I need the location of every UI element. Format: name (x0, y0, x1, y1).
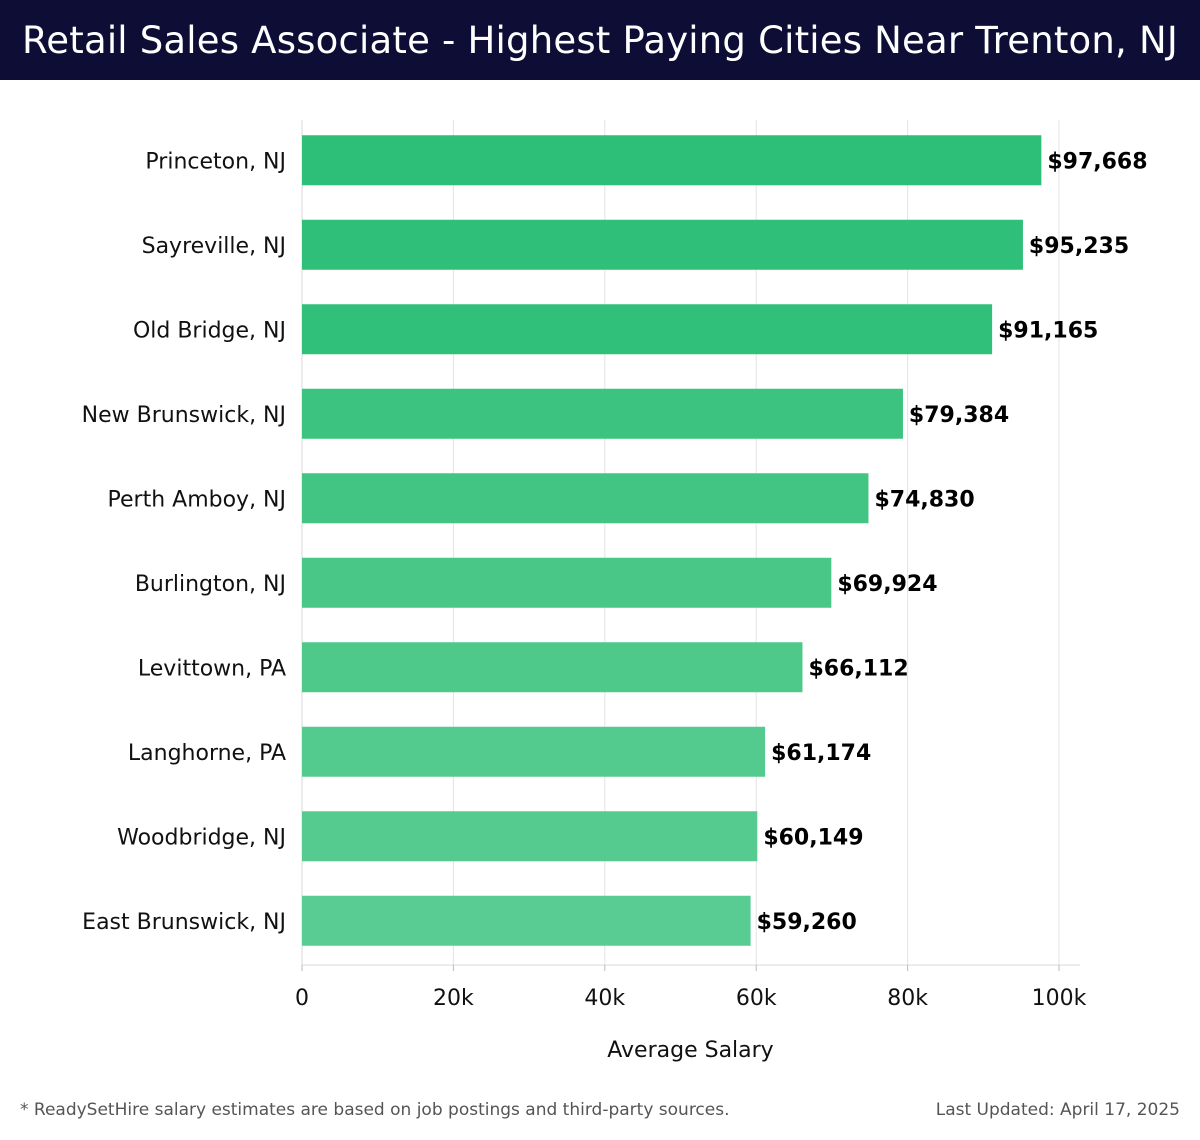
x-tick-label: 60k (736, 986, 777, 1011)
x-tick-label: 80k (887, 986, 928, 1011)
category-label: Woodbridge, NJ (117, 825, 286, 850)
category-label: New Brunswick, NJ (82, 403, 286, 428)
category-label: Old Bridge, NJ (133, 318, 286, 343)
bar (302, 726, 766, 777)
value-label: $79,384 (909, 403, 1009, 428)
title-bar: Retail Sales Associate - Highest Paying … (0, 0, 1200, 80)
salary-bar-chart: 0 20k 40k 60k 80k 100k Average Salary Princeton… (82, 120, 1148, 1063)
value-label: $66,112 (808, 656, 908, 681)
category-label: Perth Amboy, NJ (108, 487, 286, 512)
bar (302, 811, 758, 862)
bar (302, 388, 903, 439)
value-label: $97,668 (1047, 149, 1147, 174)
bar (302, 473, 869, 524)
category-label: Princeton, NJ (145, 149, 286, 174)
x-tick-label: 40k (584, 986, 625, 1011)
value-label: $59,260 (757, 910, 857, 935)
bar (302, 135, 1042, 186)
last-updated: Last Updated: April 17, 2025 (935, 1100, 1180, 1120)
x-tick-label: 0 (295, 986, 309, 1011)
x-tick-label: 20k (433, 986, 474, 1011)
page-title: Retail Sales Associate - Highest Paying … (22, 18, 1178, 62)
value-label: $95,235 (1029, 234, 1129, 259)
bar (302, 642, 803, 693)
category-label: Langhorne, PA (128, 741, 286, 766)
value-label: $60,149 (763, 825, 863, 850)
value-label: $61,174 (771, 741, 871, 766)
x-tick-label: 100k (1032, 986, 1087, 1011)
value-label: $91,165 (998, 318, 1098, 343)
category-label: Sayreville, NJ (142, 234, 286, 259)
bar (302, 557, 832, 608)
value-label: $74,830 (874, 487, 974, 512)
category-label: Burlington, NJ (135, 572, 286, 597)
bar (302, 304, 993, 355)
bar (302, 895, 751, 946)
value-label: $69,924 (837, 572, 937, 597)
category-label: East Brunswick, NJ (82, 910, 286, 935)
category-label: Levittown, PA (138, 656, 286, 681)
footnote: * ReadySetHire salary estimates are base… (20, 1100, 730, 1120)
bar (302, 219, 1023, 270)
x-axis-label: Average Salary (607, 1038, 773, 1063)
